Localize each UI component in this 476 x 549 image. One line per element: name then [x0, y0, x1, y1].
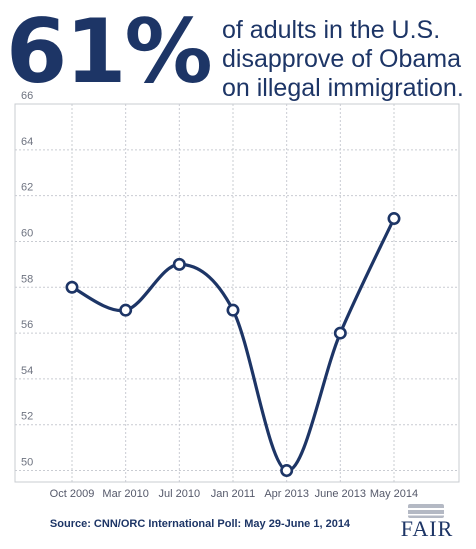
- y-axis-ticks: 50 52 54 56 58 60 62 64 66: [21, 90, 33, 469]
- y-tick-label: 54: [21, 365, 33, 377]
- x-tick-label: May 2014: [370, 488, 418, 500]
- headline-text: of adults in the U.S. disapprove of Obam…: [222, 16, 464, 103]
- y-tick-label: 64: [21, 136, 33, 148]
- data-point: [119, 303, 133, 317]
- y-tick-label: 60: [21, 227, 33, 239]
- y-tick-label: 66: [21, 90, 33, 102]
- logo-bars: [408, 504, 444, 518]
- data-point: [387, 212, 401, 226]
- logo-text: FAIR: [400, 516, 454, 541]
- data-point: [226, 303, 240, 317]
- y-tick-label: 52: [21, 411, 33, 423]
- x-tick-label: Jan 2011: [211, 488, 255, 500]
- headline-percentage: 61%: [6, 0, 213, 103]
- x-tick-label: Jul 2010: [159, 488, 201, 500]
- headline-line-1: of adults in the U.S.: [222, 16, 441, 44]
- fair-logo: FAIR: [388, 504, 466, 544]
- y-tick-label: 50: [21, 457, 33, 469]
- x-tick-label: June 2013: [315, 488, 366, 500]
- data-point: [65, 280, 79, 294]
- data-points: [65, 212, 401, 478]
- y-tick-label: 62: [21, 182, 33, 194]
- y-tick-label: 58: [21, 273, 33, 285]
- y-tick-label: 56: [21, 319, 33, 331]
- data-point: [333, 326, 347, 340]
- x-tick-label: Mar 2010: [102, 488, 148, 500]
- x-axis-ticks: Oct 2009 Mar 2010 Jul 2010 Jan 2011 Apr 2013…: [50, 488, 418, 500]
- data-point: [280, 464, 294, 478]
- x-tick-label: Apr 2013: [264, 488, 309, 500]
- x-tick-label: Oct 2009: [50, 488, 95, 500]
- headline-line-3: on illegal immigration.: [222, 74, 464, 102]
- source-note: Source: CNN/ORC International Poll: May …: [49, 518, 351, 530]
- headline-line-2: disapprove of Obama: [222, 45, 462, 73]
- plot-frame: [14, 103, 460, 483]
- data-point: [172, 257, 186, 271]
